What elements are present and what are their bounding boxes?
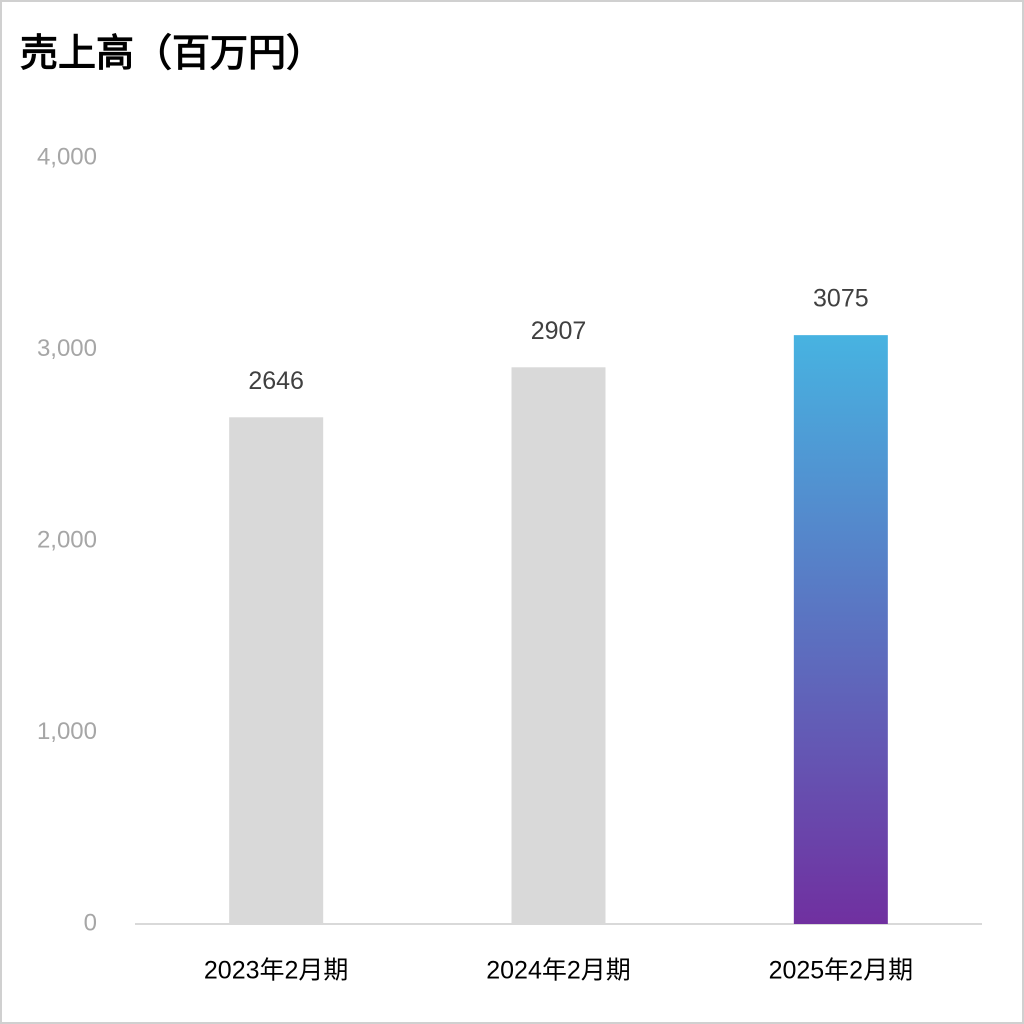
bar [229,417,324,924]
y-tick-label: 3,000 [37,335,97,362]
y-tick-label: 1,000 [37,718,97,745]
y-tick-label: 2,000 [37,526,97,553]
value-label: 2907 [531,317,587,345]
x-tick-label: 2023年2月期 [204,957,349,985]
x-tick-label: 2025年2月期 [769,957,914,985]
y-tick-label: 4,000 [37,143,97,170]
value-label: 3075 [813,285,869,313]
bar [793,335,888,924]
y-tick-label: 0 [84,909,97,936]
x-tick-label: 2024年2月期 [486,957,631,985]
bar [511,367,606,924]
value-label: 2646 [248,367,304,395]
chart-title: 売上高（百万円） [20,33,324,75]
